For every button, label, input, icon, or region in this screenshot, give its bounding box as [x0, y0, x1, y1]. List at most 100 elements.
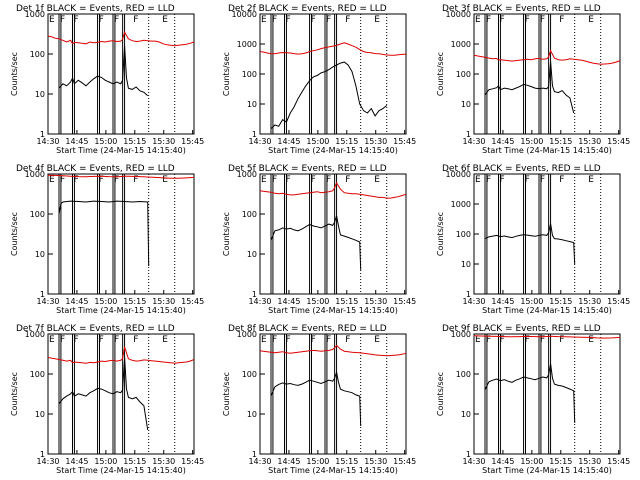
interval-marker: F: [540, 335, 545, 345]
series-red: [47, 30, 195, 47]
interval-marker: E: [374, 15, 380, 25]
x-tick-label: 15:00: [520, 137, 543, 146]
series-red: [47, 346, 195, 364]
x-tick-label: 14:30: [462, 137, 485, 146]
series-red: [47, 174, 195, 179]
interval-marker: E: [49, 15, 55, 25]
chart-panel-9: Det 9f BLACK = Events, RED = LLD 1 10 100 10…: [436, 324, 630, 475]
y-tick-label: 1: [466, 290, 471, 299]
interval-marker: F: [133, 175, 138, 185]
chart-panel-5: Det 5f BLACK = Events, RED = LLD 1 10 100 10…: [222, 164, 416, 315]
y-tick-label: 100: [242, 370, 257, 379]
y-tick-label: 1: [40, 290, 45, 299]
x-tick-label: 15:15: [123, 457, 146, 466]
plot-frame: [259, 173, 407, 295]
x-axis-label: Start Time (24-Mar-15 14:15:40): [268, 146, 398, 155]
series-black: [58, 200, 150, 267]
interval-marker: E: [588, 335, 594, 345]
interval-marker: F: [499, 175, 504, 185]
y-tick-label: 100: [242, 70, 257, 79]
y-tick-label: 1: [252, 130, 257, 139]
interval-marker: F: [133, 15, 138, 25]
chart-panel-3: Det 3f BLACK = Events, RED = LLD 1 10 100 10…: [436, 4, 630, 155]
plot-frame: [473, 13, 621, 135]
chart-title: Det 1f BLACK = Events, RED = LLD: [16, 4, 175, 14]
interval-marker: E: [162, 175, 168, 185]
y-axis-label: Counts/sec: [222, 372, 231, 416]
x-tick-label: 15:45: [181, 137, 204, 146]
x-axis-label: Start Time (24-Mar-15 14:15:40): [268, 466, 398, 475]
x-tick-label: 15:45: [393, 137, 416, 146]
interval-marker: E: [588, 175, 594, 185]
interval-marker: F: [326, 335, 331, 345]
y-tick-label: 10: [35, 90, 45, 99]
y-tick-label: 100: [242, 210, 257, 219]
y-tick-label: 1000: [25, 330, 45, 339]
interval-marker: F: [499, 335, 504, 345]
x-tick-label: 15:45: [181, 297, 204, 306]
series-black: [270, 61, 388, 130]
interval-marker: F: [272, 335, 277, 345]
plot-frame: [47, 333, 195, 455]
x-tick-label: 15:00: [306, 457, 329, 466]
y-tick-label: 10: [461, 260, 471, 269]
interval-marker: F: [133, 335, 138, 345]
y-tick-label: 1: [466, 450, 471, 459]
interval-marker: F: [345, 175, 350, 185]
x-tick-label: 14:45: [491, 297, 514, 306]
x-tick-label: 15:15: [549, 457, 572, 466]
series-black: [484, 61, 575, 114]
x-tick-label: 15:30: [578, 457, 601, 466]
interval-marker: F: [499, 15, 504, 25]
series-black: [270, 215, 362, 270]
y-tick-label: 1000: [237, 330, 257, 339]
interval-marker: F: [486, 15, 491, 25]
x-tick-label: 15:15: [549, 137, 572, 146]
y-tick-label: 1: [40, 450, 45, 459]
x-tick-label: 15:30: [152, 457, 175, 466]
series-red: [259, 344, 407, 357]
plot-frame: [47, 173, 195, 295]
interval-marker: F: [540, 175, 545, 185]
interval-marker: E: [475, 15, 481, 25]
x-tick-label: 14:30: [248, 297, 271, 306]
chart-panel-2: Det 2f BLACK = Events, RED = LLD 1 10 100 10…: [222, 4, 416, 155]
y-tick-label: 10: [35, 250, 45, 259]
x-tick-label: 15:30: [578, 137, 601, 146]
interval-marker: F: [345, 335, 350, 345]
interval-marker: F: [559, 175, 564, 185]
interval-marker: F: [525, 335, 530, 345]
interval-marker: F: [99, 175, 104, 185]
interval-marker: E: [162, 15, 168, 25]
interval-marker: E: [162, 335, 168, 345]
series-black: [484, 223, 576, 265]
x-tick-label: 14:30: [36, 457, 59, 466]
y-tick-label: 1: [252, 450, 257, 459]
x-tick-label: 15:45: [607, 137, 630, 146]
x-tick-label: 15:00: [520, 297, 543, 306]
x-tick-label: 14:30: [36, 137, 59, 146]
interval-marker: E: [374, 335, 380, 345]
chart-panel-1: Det 1f BLACK = Events, RED = LLD 1 10 100 10…: [10, 4, 204, 155]
interval-marker: F: [311, 15, 316, 25]
x-tick-label: 15:15: [549, 297, 572, 306]
x-tick-label: 15:30: [364, 457, 387, 466]
interval-marker: E: [475, 175, 481, 185]
x-tick-label: 15:30: [364, 297, 387, 306]
x-tick-label: 15:15: [123, 297, 146, 306]
x-tick-label: 15:15: [335, 137, 358, 146]
chart-title: Det 8f BLACK = Events, RED = LLD: [228, 324, 387, 334]
y-axis-label: Counts/sec: [436, 212, 445, 256]
interval-marker: E: [261, 175, 267, 185]
y-axis-label: Counts/sec: [10, 212, 19, 256]
chart-panel-4: Det 4f BLACK = Events, RED = LLD 1 10 100 10…: [10, 164, 204, 315]
y-tick-label: 10000: [232, 10, 257, 19]
interval-marker: F: [326, 15, 331, 25]
x-axis-label: Start Time (24-Mar-15 14:15:40): [482, 306, 612, 315]
x-tick-label: 15:00: [94, 297, 117, 306]
interval-marker: F: [345, 15, 350, 25]
y-tick-label: 10: [35, 410, 45, 419]
x-axis-label: Start Time (24-Mar-15 14:15:40): [482, 466, 612, 475]
y-tick-label: 1000: [25, 170, 45, 179]
x-tick-label: 14:30: [248, 457, 271, 466]
